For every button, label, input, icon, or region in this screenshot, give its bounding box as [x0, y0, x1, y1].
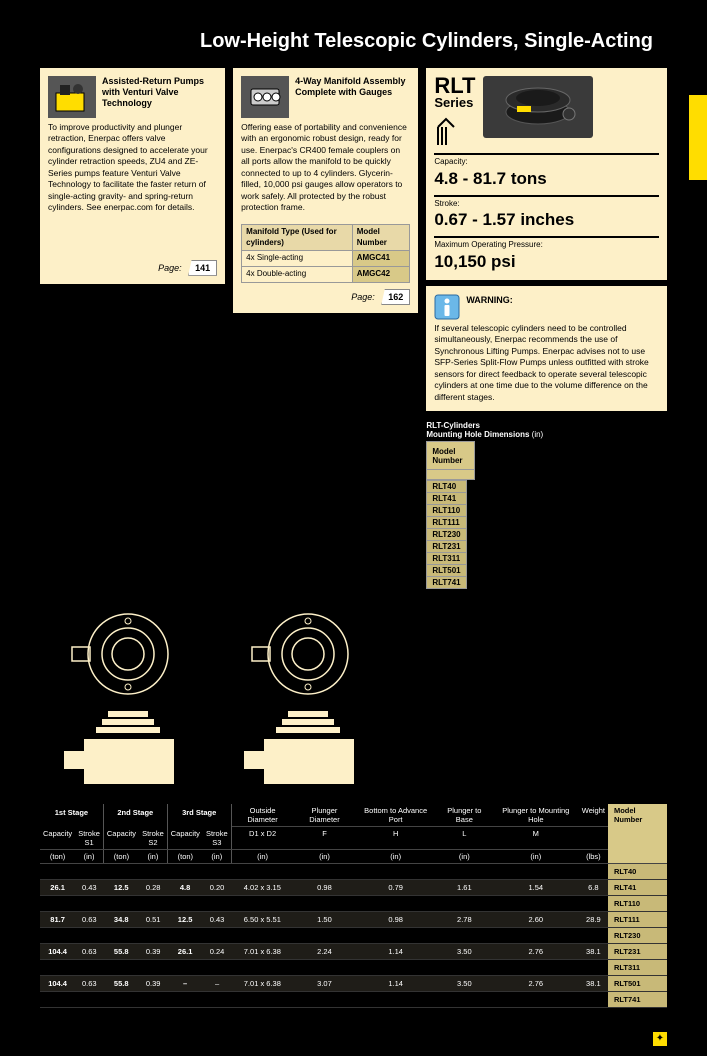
- table-row: 81.70.6334.80.5112.50.436.50 x 5.511.500…: [40, 911, 667, 927]
- info-icon: [434, 294, 460, 320]
- mount-row: RLT311: [427, 553, 466, 565]
- capacity-value: 4.8 - 81.7 tons: [434, 168, 659, 191]
- mounting-rows: RLT40RLT41RLT110RLT111RLT230RLT231RLT311…: [426, 480, 466, 589]
- table-row: 104.40.6355.80.3926.10.247.01 x 6.382.24…: [40, 943, 667, 959]
- warning-body: If several telescopic cylinders need to …: [434, 323, 659, 403]
- page-ref-number: 141: [188, 260, 217, 276]
- mount-row: RLT501: [427, 565, 466, 577]
- mount-row: RLT111: [427, 517, 466, 529]
- manifold-icon: [241, 76, 289, 118]
- product-image: [483, 76, 593, 138]
- pressure-label: Maximum Operating Pressure:: [434, 240, 659, 251]
- left-panel-body: To improve productivity and plunger retr…: [48, 122, 217, 214]
- table-row: RLT311: [40, 959, 667, 975]
- mid-info-panel: 4-Way Manifold Assembly Complete with Ga…: [233, 68, 418, 313]
- table-row: RLT40: [40, 863, 667, 879]
- mount-row: RLT41: [427, 493, 466, 505]
- left-panel-heading: Assisted-Return Pumps with Venturi Valve…: [102, 76, 217, 118]
- table-row: 26.10.4312.50.284.80.204.02 x 3.150.980.…: [40, 879, 667, 895]
- page-title: Low-Height Telescopic Cylinders, Single-…: [0, 0, 707, 68]
- mounting-table-section: RLT-Cylinders Mounting Hole Dimensions (…: [426, 421, 667, 589]
- table-row: 104.40.6355.80.39––7.01 x 6.383.071.143.…: [40, 975, 667, 991]
- table-row: RLT741: [40, 991, 667, 1007]
- mid-panel-heading: 4-Way Manifold Assembly Complete with Ga…: [295, 76, 410, 118]
- spec-panel: RLT Series Capacity: 4.8 - 81.7 tons Str…: [426, 68, 667, 280]
- warning-panel: WARNING: If several telescopic cylinders…: [426, 286, 667, 411]
- series-sub: Series: [434, 94, 475, 112]
- pressure-value: 10,150 psi: [434, 251, 659, 274]
- specifications-table: 1st Stage 2nd Stage 3rd Stage Outside Di…: [40, 804, 667, 1008]
- table-row: RLT110: [40, 895, 667, 911]
- mount-row: RLT40: [427, 481, 466, 493]
- up-arrow-icon: [434, 117, 475, 148]
- left-info-panel: Assisted-Return Pumps with Venturi Valve…: [40, 68, 225, 284]
- table-row: RLT230: [40, 927, 667, 943]
- page-label: Page:: [351, 292, 375, 302]
- mount-row: RLT741: [427, 577, 466, 589]
- page-ref-number: 162: [381, 289, 410, 305]
- manifold-table: Manifold Type (Used for cylinders)Model …: [241, 224, 410, 283]
- pump-icon: [48, 76, 96, 118]
- mount-row: RLT110: [427, 505, 466, 517]
- mount-row: RLT231: [427, 541, 466, 553]
- footer-brand-icon: ✦: [0, 1028, 707, 1056]
- mounting-table: Model Number: [426, 441, 475, 480]
- capacity-label: Capacity:: [434, 157, 659, 168]
- yellow-side-tab: [689, 95, 707, 180]
- page-label: Page:: [158, 263, 182, 273]
- warning-title: WARNING:: [466, 294, 513, 306]
- cylinder-diagrams: [0, 589, 707, 799]
- mount-row: RLT230: [427, 529, 466, 541]
- stroke-label: Stroke:: [434, 199, 659, 210]
- series-name: RLT: [434, 76, 475, 96]
- stroke-value: 0.67 - 1.57 inches: [434, 209, 659, 232]
- mid-panel-body: Offering ease of portability and conveni…: [241, 122, 410, 214]
